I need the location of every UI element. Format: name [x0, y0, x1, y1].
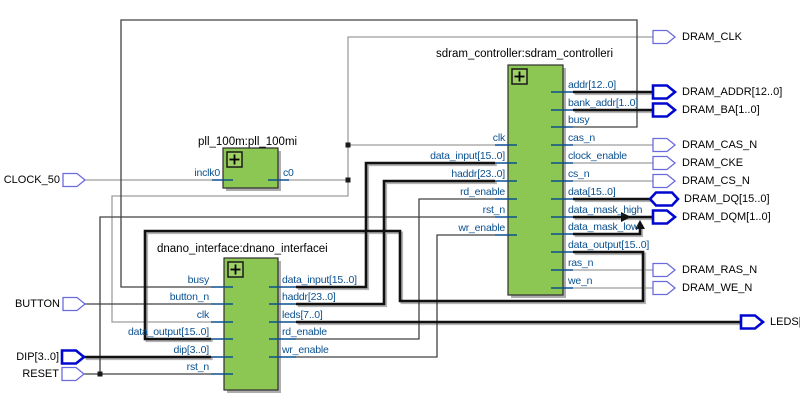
port-sdram-bank-addr: bank_addr[1..0]: [568, 97, 638, 109]
pin-label-reset: RESET: [22, 368, 59, 380]
port-sdram-clk: clk: [492, 132, 505, 144]
net-busy[interactable]: [120, 19, 638, 288]
port-dnano-wr-enable: wr_enable: [282, 344, 329, 356]
pin-input-button[interactable]: [62, 296, 87, 312]
plus-expand-icon[interactable]: [226, 151, 243, 168]
pin-bidir-dram-dq-bus[interactable]: [648, 191, 680, 207]
pin-output-dram-cs-n[interactable]: [652, 173, 677, 189]
pin-label-dram-dqm: DRAM_DQM[1..0]: [682, 211, 771, 223]
pin-output-dram-cke[interactable]: [652, 155, 677, 171]
port-sdram-ras-n: ras_n: [568, 257, 594, 269]
plus-expand-icon[interactable]: [511, 68, 528, 85]
pin-label-dram-clk: DRAM_CLK: [682, 31, 742, 43]
pin-label-button: BUTTON: [14, 298, 60, 310]
port-pll-c0: c0: [283, 167, 294, 179]
pin-input-reset[interactable]: [61, 366, 86, 382]
pin-label-clock50: CLOCK_50: [3, 174, 60, 186]
port-dnano-button-n: button_n: [169, 291, 209, 303]
port-dnano-leds: leds[7..0]: [282, 309, 323, 321]
port-dnano-busy: busy: [187, 274, 210, 286]
port-dnano-clk: clk: [196, 309, 209, 321]
port-stubs: [211, 91, 573, 375]
pin-input-dip-bus[interactable]: [60, 349, 87, 365]
port-sdram-data-mask-low: data_mask_low: [568, 221, 639, 233]
port-sdram-rst-n: rst_n: [482, 204, 506, 216]
block-title-sdram: sdram_controller:sdram_controlleri: [436, 48, 614, 60]
bus-merge-arrow-icon: [621, 212, 631, 222]
block-title-dnano: dnano_interface:dnano_interfacei: [157, 243, 328, 255]
expand-icons: [226, 68, 528, 278]
port-sdram-wr-enable: wr_enable: [458, 222, 505, 234]
pin-label-dram-cas: DRAM_CAS_N: [682, 139, 758, 151]
pin-label-dram-we: DRAM_WE_N: [682, 282, 753, 294]
bus-shadows: [85, 92, 743, 361]
net-data-output-bus[interactable]: [143, 229, 645, 341]
pin-output-dram-addr-bus[interactable]: [651, 84, 678, 100]
port-sdram-busy: busy: [568, 114, 590, 126]
pin-output-leds-bus[interactable]: [739, 314, 766, 330]
pin-label-dram-dq: DRAM_DQ[15..0]: [684, 193, 770, 205]
block-title-pll: pll_100m:pll_100mi: [198, 136, 298, 148]
pin-label-dram-cs: DRAM_CS_N: [682, 175, 750, 187]
port-sdram-cs-n: cs_n: [568, 168, 590, 180]
plus-expand-icon[interactable]: [227, 261, 244, 278]
pin-output-dram-we-n[interactable]: [652, 280, 677, 296]
net-reset[interactable]: [82, 216, 495, 375]
port-sdram-cas-n: cas_n: [568, 132, 596, 144]
pin-input-clock50[interactable]: [62, 172, 87, 188]
port-dnano-haddr: haddr[23..0]: [282, 291, 336, 303]
port-sdram-clock-enable: clock_enable: [568, 150, 627, 162]
pin-label-dram-addr: DRAM_ADDR[12..0]: [682, 86, 783, 98]
pin-output-dram-dqm-bus[interactable]: [651, 209, 678, 225]
pin-label-dram-ba: DRAM_BA[1..0]: [682, 104, 760, 116]
port-sdram-rd-enable: rd_enable: [460, 186, 505, 198]
io-pins: [60, 29, 766, 382]
pin-label-dram-cke: DRAM_CKE: [682, 157, 744, 169]
port-dnano-data-input: data_input[15..0]: [282, 274, 357, 286]
junction-dots: [97, 142, 351, 377]
port-dnano-dip: dip[3..0]: [173, 344, 209, 356]
port-sdram-haddr: haddr[23..0]: [451, 168, 505, 180]
port-sdram-addr: addr[12..0]: [568, 79, 617, 91]
block-sdram-controller[interactable]: [507, 64, 564, 296]
port-dnano-rst-n: rst_n: [186, 361, 210, 373]
net-wr-enable[interactable]: [296, 234, 495, 358]
port-sdram-we-n: we_n: [568, 275, 593, 287]
pin-output-dram-ras-n[interactable]: [652, 262, 677, 278]
pin-label-dip: DIP[3..0]: [16, 351, 59, 363]
net-pll-c0-clock[interactable]: [111, 36, 653, 323]
port-sdram-data-mask-high: data_mask_high: [568, 204, 643, 216]
pin-output-dram-cas-n[interactable]: [652, 137, 677, 153]
bus-merge-arrow-icon: [635, 220, 645, 229]
block-dnano-interface[interactable]: [223, 257, 279, 391]
net-haddr-bus[interactable]: [296, 179, 495, 306]
net-rd-enable[interactable]: [296, 198, 495, 340]
port-sdram-data: data[15..0]: [568, 186, 616, 198]
port-pll-inclk0: inclk0: [194, 167, 220, 179]
net-data-input-bus[interactable]: [296, 161, 495, 289]
pin-label-dram-ras: DRAM_RAS_N: [682, 264, 758, 276]
port-dnano-rd-enable: rd_enable: [282, 326, 327, 338]
port-dnano-data-output: data_output[15..0]: [127, 326, 209, 338]
pin-output-dram-clk[interactable]: [652, 29, 677, 45]
pin-label-leds: LEDS[7..0]: [770, 316, 800, 328]
pin-output-dram-ba-bus[interactable]: [651, 102, 678, 118]
port-sdram-data-output: data_output[15..0]: [568, 239, 650, 251]
port-sdram-data-input: data_input[15..0]: [430, 150, 505, 162]
